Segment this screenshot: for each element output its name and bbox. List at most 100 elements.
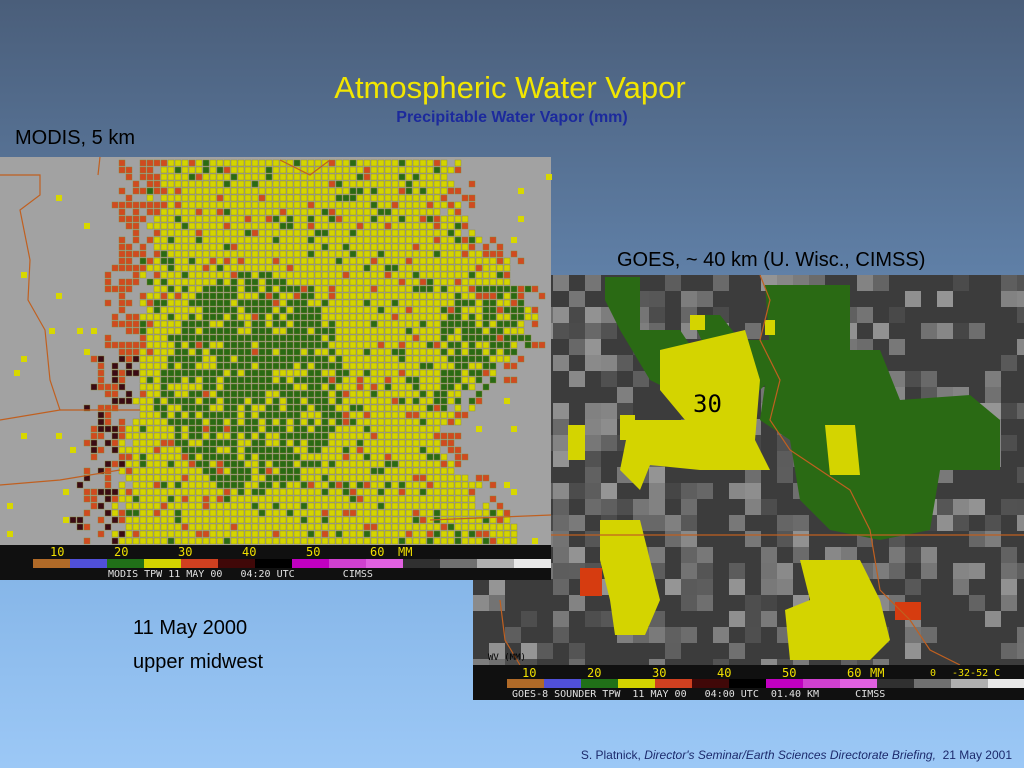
modis-cell [419,166,427,174]
modis-cell [139,166,147,174]
modis-cell [426,159,434,167]
modis-cell [342,243,350,251]
goes-borders [473,274,1024,666]
modis-cell [314,537,322,545]
goes-cell [729,563,745,579]
modis-cell [468,285,476,293]
modis-cell [363,229,371,237]
modis-cell [314,278,322,286]
modis-cell [321,432,329,440]
modis-cell [21,356,27,362]
modis-cell [342,481,350,489]
modis-cell [419,236,427,244]
modis-cell [237,404,245,412]
modis-cell [202,341,210,349]
goes-cell [937,515,953,531]
modis-cell [419,264,427,272]
modis-cell [216,530,224,538]
modis-cell [209,222,217,230]
modis-cell [97,502,105,510]
modis-cell [335,404,343,412]
modis-cell [118,306,126,314]
modis-cell [174,362,182,370]
colorbar-label: 50 [782,666,796,680]
modis-cell [482,341,490,349]
modis-cell [335,159,343,167]
modis-cell [244,306,252,314]
modis-cell [356,222,364,230]
goes-temp-label: -32-52 C [952,668,1000,679]
modis-cell [300,390,308,398]
modis-cell [279,264,287,272]
modis-cell [258,495,266,503]
modis-cell [356,474,364,482]
modis-cell [21,272,27,278]
modis-cell [139,425,147,433]
modis-cell [272,509,280,517]
modis-cell [349,341,357,349]
modis-cell [265,320,273,328]
modis-cell [125,369,133,377]
modis-cell [230,180,238,188]
modis-cell [237,383,245,391]
modis-cell [377,292,385,300]
modis-cell [447,285,455,293]
modis-cell [342,523,350,531]
goes-cell [969,595,985,611]
modis-cell [118,376,126,384]
modis-cell [272,362,280,370]
modis-cell [433,264,441,272]
modis-cell [244,173,252,181]
modis-cell [272,201,280,209]
modis-cell [461,523,469,531]
modis-cell [307,320,315,328]
modis-cell [328,411,336,419]
modis-cell [160,278,168,286]
modis-cell [503,516,511,524]
modis-cell [216,383,224,391]
modis-cell [454,278,462,286]
modis-cell [188,376,196,384]
modis-cell [321,530,329,538]
colorbar-label: 60 [847,666,861,680]
modis-cell [454,474,462,482]
modis-cell [328,292,336,300]
modis-cell [181,348,189,356]
modis-cell [321,341,329,349]
modis-cell [384,523,392,531]
modis-cell [293,362,301,370]
modis-cell [489,481,497,489]
modis-cell [118,369,126,377]
modis-cell [195,215,203,223]
modis-cell [125,397,133,405]
modis-cell [440,222,448,230]
modis-cell [279,404,287,412]
modis-cell [279,509,287,517]
modis-cell [363,425,371,433]
modis-cell [356,187,364,195]
modis-cell [209,502,217,510]
modis-cell [356,299,364,307]
modis-cell [405,474,413,482]
modis-cell [216,243,224,251]
modis-cell [104,390,112,398]
modis-cell [391,530,399,538]
modis-cell [468,369,476,377]
modis-cell [335,278,343,286]
modis-cell [377,432,385,440]
modis-cell [188,187,196,195]
modis-cell [272,488,280,496]
modis-cell [160,439,168,447]
modis-cell [468,502,476,510]
modis-cell [223,201,231,209]
modis-cell [160,243,168,251]
modis-cell [181,376,189,384]
modis-cell [363,264,371,272]
modis-cell [181,369,189,377]
goes-cell [761,563,777,579]
modis-cell [454,530,462,538]
modis-cell [328,502,336,510]
modis-cell [293,446,301,454]
modis-cell [356,439,364,447]
modis-cell [349,425,357,433]
